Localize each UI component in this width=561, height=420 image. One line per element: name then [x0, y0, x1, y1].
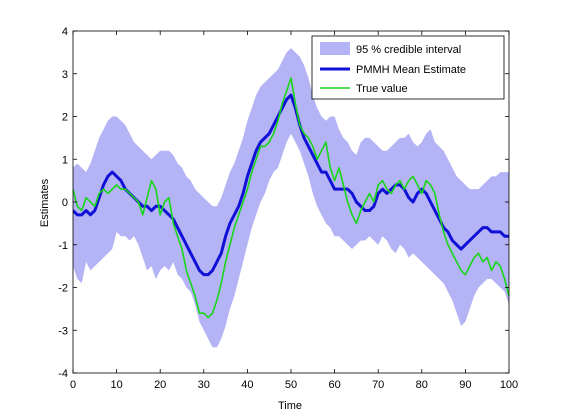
- y-tick-label: 2: [62, 112, 68, 124]
- y-tick-label: 3: [62, 69, 68, 81]
- series-credible-interval-band: [73, 48, 509, 348]
- axes: 0 10 20 30 40 50 60 70 80 90 100 -4 -3 -2 -1 0 1 2 3 4: [58, 26, 518, 391]
- y-axis-label: Estimates: [39, 178, 51, 227]
- y-tick-label: 1: [62, 154, 68, 166]
- x-tick-label: 30: [198, 379, 210, 391]
- legend-label-pmmh-mean: PMMH Mean Estimate: [356, 64, 466, 76]
- plot-area: [73, 48, 509, 348]
- x-tick-label: 70: [372, 379, 384, 391]
- x-tick-label: 40: [241, 379, 253, 391]
- x-tick-label: 90: [459, 379, 471, 391]
- x-tick-label: 80: [416, 379, 428, 391]
- x-tick-label: 20: [154, 379, 166, 391]
- x-tick-label: 60: [328, 379, 340, 391]
- legend-swatch-credible-interval: [320, 42, 350, 55]
- x-tick-label: 100: [500, 379, 518, 391]
- y-tick-label: 4: [62, 26, 68, 38]
- y-tick-label: -2: [58, 283, 68, 295]
- series-true-value-line: [73, 77, 509, 319]
- x-tick-label: 10: [110, 379, 122, 391]
- y-tick-label: 0: [62, 197, 68, 209]
- x-tick-label: 0: [70, 379, 76, 391]
- y-tick-label: -1: [58, 240, 68, 252]
- x-tick-label: 50: [285, 379, 297, 391]
- y-tick-label: -3: [58, 325, 68, 337]
- legend: 95 % credible interval PMMH Mean Estimat…: [311, 35, 505, 100]
- legend-label-credible-interval: 95 % credible interval: [356, 44, 461, 56]
- y-tick-label: -4: [58, 368, 68, 380]
- plot-series: [73, 48, 509, 348]
- x-axis-label: Time: [278, 400, 302, 412]
- legend-label-true-value: True value: [356, 83, 408, 95]
